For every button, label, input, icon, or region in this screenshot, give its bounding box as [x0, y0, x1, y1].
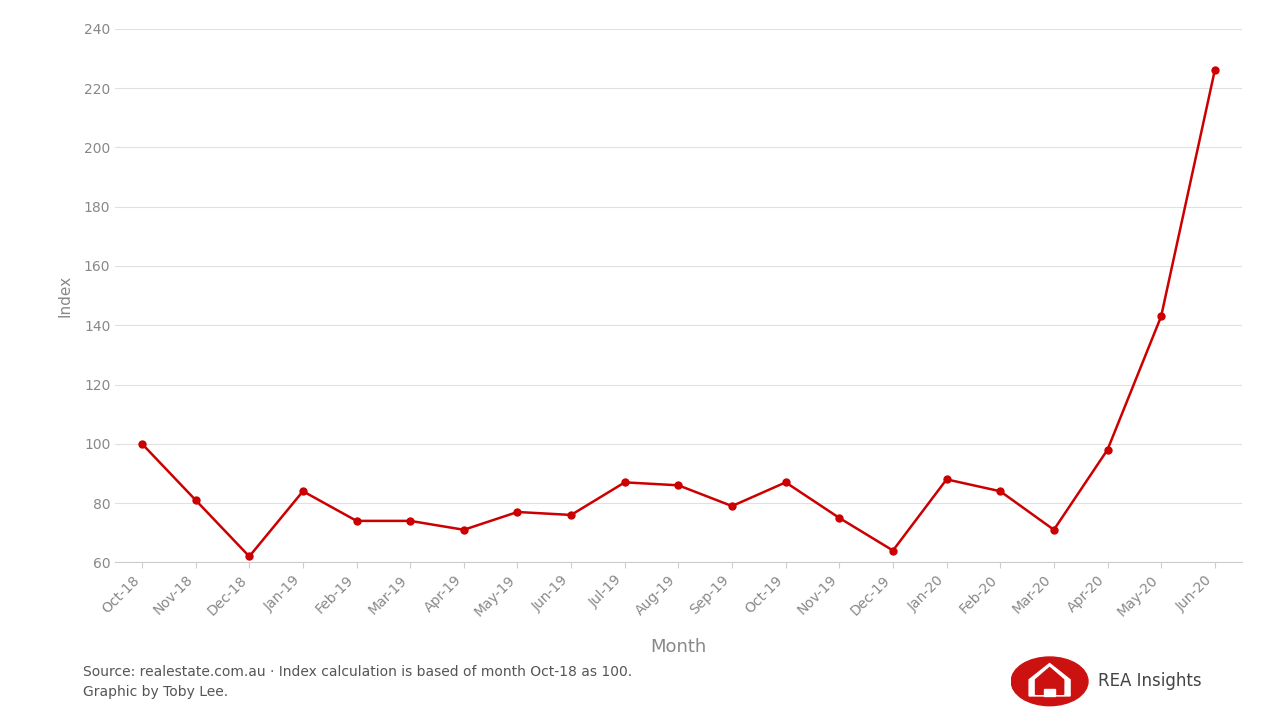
Polygon shape: [1044, 689, 1055, 696]
Text: REA Insights: REA Insights: [1098, 673, 1202, 690]
Circle shape: [1011, 657, 1088, 706]
Polygon shape: [1036, 668, 1064, 694]
Polygon shape: [1029, 663, 1070, 696]
Text: Source: realestate.com.au · Index calculation is based of month Oct-18 as 100.
G: Source: realestate.com.au · Index calcul…: [83, 665, 632, 699]
Y-axis label: Index: Index: [58, 275, 73, 317]
X-axis label: Month: Month: [650, 638, 707, 656]
